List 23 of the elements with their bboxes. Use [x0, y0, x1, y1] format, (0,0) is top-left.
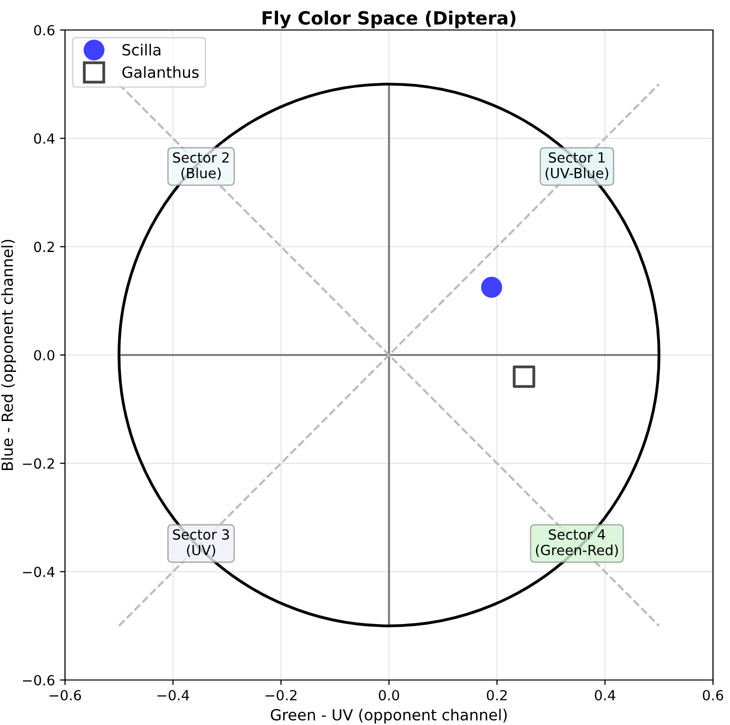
x-tick-label: 0.2 [486, 690, 507, 700]
chart-title: Fly Color Space (Diptera) [262, 10, 516, 28]
annotation: Sector 4 (Green-Red) [536, 529, 618, 557]
annotation: Sector 1 (UV-Blue) [546, 152, 608, 180]
x-tick-label: −0.2 [266, 690, 296, 700]
x-tick-label: 0.6 [702, 690, 724, 700]
y-tick-label: −0.6 [23, 674, 54, 686]
x-tick-label: −0.4 [158, 690, 190, 700]
x-tick-label: −0.6 [50, 690, 81, 700]
annotation: Sector 3 (UV) [173, 529, 229, 557]
y-tick-label: −0.4 [23, 566, 54, 578]
x-tick-label: 0.4 [594, 690, 616, 700]
annotation: Sector 2 (Blue) [173, 152, 229, 180]
legend-label: Galanthus [122, 66, 199, 78]
y-tick-label: −0.2 [23, 458, 54, 469]
x-tick-label: 0.0 [378, 690, 400, 700]
y-tick-label: 0.2 [34, 242, 54, 252]
y-tick-label: 0.4 [34, 133, 54, 144]
y-tick-label: 0.6 [34, 24, 54, 36]
legend-label: Scilla [122, 44, 160, 56]
y-tick-label: 0.0 [34, 350, 54, 360]
y-axis-title: Blue - Red (opponent channel) [1, 240, 16, 470]
x-axis-title: Green - UV (opponent channel) [270, 708, 507, 724]
